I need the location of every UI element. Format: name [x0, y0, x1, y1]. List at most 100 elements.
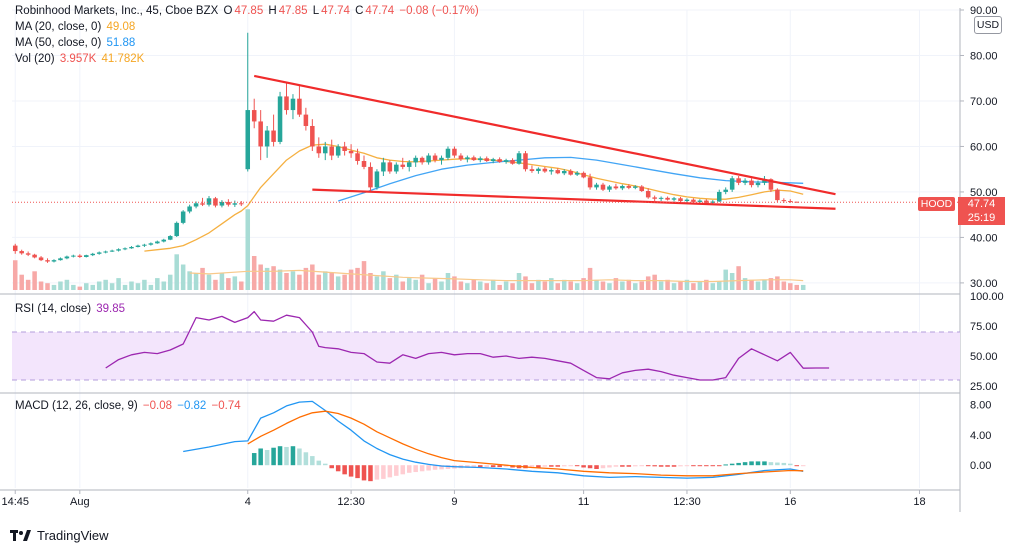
tradingview-brand[interactable]: TradingView: [10, 528, 109, 543]
volume-bar: [794, 284, 800, 290]
macd-histogram-bar: [284, 446, 289, 466]
volume-bar: [561, 279, 567, 290]
candle-body: [348, 151, 354, 154]
rsi-tick-label: 25.00: [970, 381, 998, 393]
macd-histogram-bar: [768, 462, 774, 466]
macd-histogram-bar: [497, 465, 502, 468]
candle-body: [329, 146, 334, 156]
volume-bar: [723, 269, 728, 290]
macd-histogram-bar: [723, 464, 728, 466]
candle-body: [264, 130, 270, 147]
macd-histogram-bar: [658, 465, 664, 467]
volume-bar: [426, 283, 431, 290]
volume-bar: [536, 279, 541, 290]
price-tick-label: 50.00: [970, 187, 998, 199]
candle-body: [400, 164, 406, 167]
ma50-line: [338, 156, 804, 202]
volume-bar: [652, 274, 657, 290]
macd-histogram-bar: [800, 465, 806, 467]
volume-bar: [529, 283, 535, 290]
currency-button[interactable]: USD: [974, 16, 1002, 34]
candle-body: [258, 121, 263, 147]
volume-bar: [800, 284, 806, 290]
volume-bar: [348, 269, 354, 290]
brand-name: TradingView: [37, 528, 109, 543]
volume-bar: [394, 274, 399, 290]
legend-symbol: Robinhood Markets, Inc., 45, Cboe BZX: [15, 5, 219, 17]
candle-body: [788, 201, 793, 203]
macd-histogram-bar: [426, 465, 431, 471]
time-tick-label: 14:45: [1, 496, 29, 508]
candle-body: [529, 169, 535, 172]
volume-bar: [600, 281, 606, 290]
volume-bar: [226, 278, 231, 290]
volume-bar: [658, 281, 664, 290]
candle-body: [109, 250, 115, 252]
candle-body: [626, 186, 632, 188]
macd-histogram-bar: [781, 462, 787, 466]
legend-macd-v3: −0.74: [211, 400, 241, 412]
legend-ma50-label: MA (50, close, 0): [15, 37, 102, 49]
candle-body: [64, 256, 70, 259]
volume-bar: [542, 281, 548, 290]
volume-bar: [400, 281, 406, 290]
price-tick-label: 90.00: [970, 5, 998, 17]
macd-line: [183, 400, 804, 479]
candle-body: [723, 189, 728, 192]
candle-body: [561, 171, 567, 174]
candle-body: [232, 203, 238, 205]
candle-body: [794, 201, 800, 203]
volume-bar: [12, 260, 18, 290]
volume-bar: [736, 266, 741, 290]
volume-bar: [368, 273, 373, 290]
volume-bar: [51, 284, 57, 290]
candle-body: [594, 184, 599, 188]
candle-body: [465, 157, 470, 160]
macd-histogram-bar: [729, 463, 735, 466]
volume-bar: [626, 279, 632, 290]
candle-body: [239, 203, 244, 205]
volume-bar: [297, 274, 302, 290]
macd-histogram-bar: [691, 465, 696, 467]
candle-body: [574, 172, 580, 175]
candle-body: [355, 153, 360, 162]
candle-body: [213, 198, 218, 206]
volume-bar: [219, 273, 225, 290]
volume-bar: [458, 281, 464, 290]
volume-bar: [523, 276, 528, 290]
candle-body: [297, 98, 302, 115]
macd-histogram-bar: [755, 461, 761, 466]
macd-histogram-bar: [310, 456, 315, 466]
macd-histogram-bar: [374, 465, 380, 480]
macd-histogram-bar: [633, 465, 638, 467]
candle-body: [639, 186, 645, 192]
volume-bar: [303, 267, 309, 290]
candle-body: [394, 164, 399, 172]
candle-body: [678, 198, 683, 202]
candle-body: [277, 96, 283, 142]
legend-low-value: 47.74: [321, 5, 350, 17]
volume-bar: [555, 283, 561, 290]
candle-body: [581, 172, 586, 178]
macd-histogram-bar: [445, 465, 451, 469]
legend-change: −0.08 (−0.17%): [399, 5, 479, 17]
candle-body: [71, 255, 76, 257]
candle-body: [322, 146, 328, 154]
volume-bar: [729, 273, 735, 290]
macd-histogram-bar: [368, 465, 373, 482]
macd-histogram-bar: [788, 463, 793, 466]
candle-body: [187, 206, 192, 212]
volume-bar: [716, 281, 722, 290]
candle-body: [439, 157, 444, 161]
volume-bar: [19, 274, 24, 290]
candle-body: [568, 171, 573, 175]
macd-histogram-bar: [613, 465, 619, 467]
volume-bar: [671, 283, 677, 290]
macd-histogram-bar: [542, 465, 548, 467]
volume-bar: [594, 279, 599, 290]
candle-body: [607, 186, 612, 190]
macd-histogram-bar: [645, 465, 651, 467]
volume-bar: [775, 276, 780, 290]
